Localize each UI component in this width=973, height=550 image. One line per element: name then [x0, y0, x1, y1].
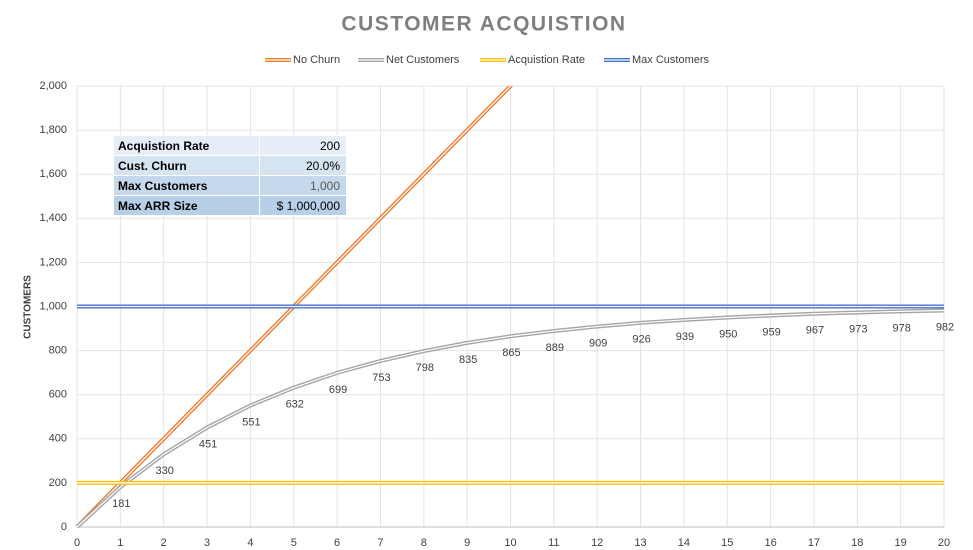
y-tick-label: 1,600: [39, 168, 67, 180]
data-label: 451: [199, 438, 217, 450]
y-tick-label: 800: [49, 345, 67, 357]
table-value: 1,000: [259, 175, 347, 196]
x-tick-label: 9: [464, 537, 470, 549]
y-tick-label: 1,200: [39, 256, 67, 268]
y-tick-label: 400: [49, 433, 67, 445]
data-label: 753: [372, 372, 390, 384]
x-tick-label: 12: [591, 537, 603, 549]
data-label: 978: [892, 322, 910, 334]
data-label: 835: [459, 354, 477, 366]
data-label: 865: [502, 347, 520, 359]
y-tick-label: 600: [49, 389, 67, 401]
data-label: 950: [719, 328, 737, 340]
x-tick-label: 18: [851, 537, 863, 549]
legend-label: Max Customers: [632, 54, 710, 66]
legend-label: No Churn: [293, 54, 340, 66]
x-tick-label: 1: [117, 537, 123, 549]
data-label: 982: [936, 321, 954, 333]
data-label: 632: [286, 399, 304, 411]
x-tick-label: 11: [548, 537, 559, 549]
x-tick-label: 2: [161, 537, 167, 549]
table-row: Max Customers 1,000: [113, 175, 347, 196]
x-tick-label: 4: [247, 537, 253, 549]
data-label: 973: [849, 323, 867, 335]
x-tick-label: 16: [764, 537, 776, 549]
x-tick-label: 15: [721, 537, 733, 549]
table-row: Max ARR Size $ 1,000,000: [113, 195, 347, 216]
x-tick-label: 0: [74, 537, 80, 549]
x-tick-label: 13: [634, 537, 646, 549]
y-tick-label: 0: [61, 521, 67, 533]
table-row: Cust. Churn 20.0%: [113, 155, 347, 176]
table-row: Acquistion Rate 200: [113, 135, 347, 156]
x-tick-label: 19: [895, 537, 907, 549]
plot-lines: [75, 86, 945, 529]
table-value: 200: [259, 135, 347, 156]
data-label: 939: [676, 331, 694, 343]
data-label: 889: [546, 342, 564, 354]
table-value: 20.0%: [259, 155, 347, 176]
data-label: 330: [156, 465, 174, 477]
x-tick-label: 17: [808, 537, 820, 549]
table-key: Max Customers: [113, 175, 260, 196]
data-label: 959: [762, 326, 780, 338]
x-tick-label: 10: [504, 537, 516, 549]
table-value: $ 1,000,000: [259, 195, 347, 216]
y-tick-label: 1,400: [39, 212, 67, 224]
legend-label: Acquistion Rate: [508, 54, 585, 66]
x-tick-label: 6: [334, 537, 340, 549]
info-table: Acquistion Rate 200 Cust. Churn 20.0% Max Cu…: [113, 135, 347, 216]
x-tick-label: 3: [204, 537, 210, 549]
x-tick-label: 7: [377, 537, 383, 549]
data-label: 699: [329, 384, 347, 396]
x-tick-label: 5: [291, 537, 297, 549]
table-key: Acquistion Rate: [113, 135, 260, 156]
x-tick-label: 20: [938, 537, 950, 549]
data-label: 926: [632, 334, 650, 346]
y-tick-label: 200: [49, 477, 67, 489]
x-tick-label: 8: [421, 537, 427, 549]
data-label: 909: [589, 337, 607, 349]
labels: 02004006008001,0001,2001,4001,6001,8002,…: [39, 54, 954, 549]
chart-title: CUSTOMER ACQUISTION: [341, 13, 626, 36]
x-tick-label: 14: [678, 537, 690, 549]
series-line-highlight: [76, 86, 512, 528]
data-label: 798: [416, 362, 434, 374]
series-line-highlight: [76, 309, 945, 528]
y-tick-label: 2,000: [39, 80, 67, 92]
y-tick-label: 1,000: [39, 300, 67, 312]
table-key: Cust. Churn: [113, 155, 260, 176]
data-label: 181: [112, 498, 130, 510]
y-tick-label: 1,800: [39, 124, 67, 136]
y-axis-label: CUSTOMERS: [23, 275, 34, 339]
table-key: Max ARR Size: [113, 195, 260, 216]
data-label: 551: [242, 416, 260, 428]
legend-label: Net Customers: [386, 54, 460, 66]
data-label: 967: [806, 325, 824, 337]
